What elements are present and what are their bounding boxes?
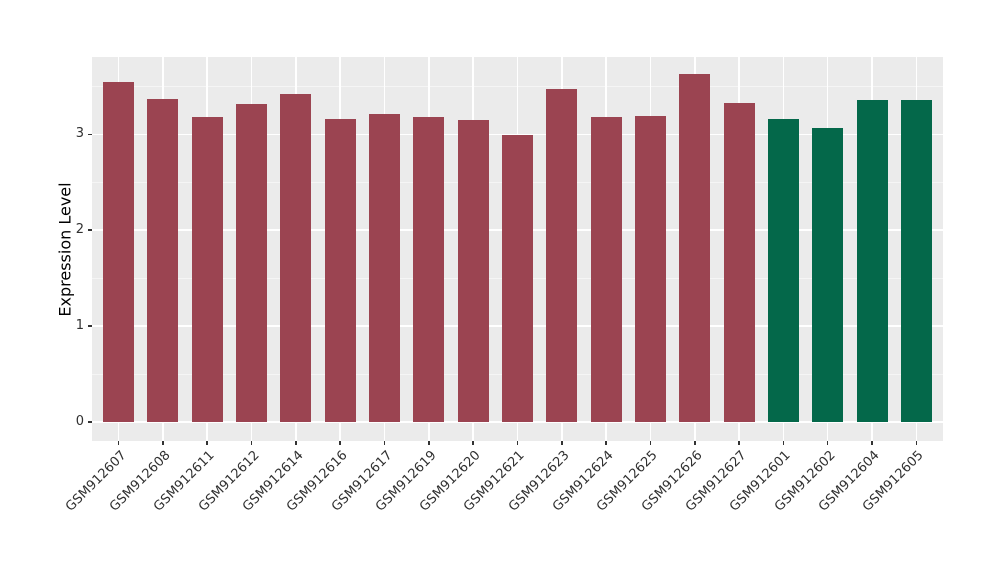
x-tick-mark xyxy=(117,441,120,445)
x-tick-mark xyxy=(428,441,430,445)
y-tick-mark xyxy=(88,229,92,231)
x-tick-mark xyxy=(162,441,164,445)
x-tick-mark xyxy=(738,441,740,445)
y-tick-mark xyxy=(88,133,92,136)
x-tick-mark xyxy=(871,441,873,445)
x-tick-mark xyxy=(250,441,253,445)
x-tick-mark xyxy=(915,441,918,445)
x-tick-mark xyxy=(782,441,785,445)
bar-GSM912616 xyxy=(324,118,356,422)
bar-GSM912602 xyxy=(812,127,844,422)
bar-GSM912612 xyxy=(236,103,268,422)
bar-GSM912619 xyxy=(413,117,445,422)
x-tick-mark xyxy=(206,441,208,445)
bar-GSM912607 xyxy=(103,81,135,422)
y-tick-mark xyxy=(88,421,92,423)
bar-GSM912601 xyxy=(767,118,799,422)
x-tick-mark xyxy=(649,441,652,445)
y-tick-label: 1 xyxy=(75,318,84,334)
y-tick-label: 0 xyxy=(75,414,84,429)
bar-GSM912605 xyxy=(900,99,932,422)
x-tick-mark xyxy=(516,441,519,445)
y-tick-label: 2 xyxy=(75,222,84,238)
bar-GSM912620 xyxy=(457,119,489,422)
bar-GSM912617 xyxy=(369,114,401,422)
bar-GSM912624 xyxy=(590,117,622,422)
bar-GSM912608 xyxy=(147,98,179,422)
bar-GSM912621 xyxy=(501,135,533,422)
x-tick-mark xyxy=(472,441,474,445)
y-tick-label: 3 xyxy=(75,126,84,142)
x-tick-mark xyxy=(826,441,829,445)
x-tick-mark xyxy=(605,441,607,445)
bar-GSM912625 xyxy=(634,116,666,422)
y-axis-title-text: Expression Level xyxy=(55,181,75,317)
x-tick-mark xyxy=(339,441,341,445)
x-tick-mark xyxy=(561,441,563,445)
bar-GSM912611 xyxy=(191,117,223,422)
plot-panel xyxy=(92,57,943,441)
y-tick-mark xyxy=(88,325,92,327)
bar-GSM912627 xyxy=(723,102,755,422)
x-tick-mark xyxy=(694,441,696,445)
x-tick-mark xyxy=(383,441,386,445)
bar-GSM912623 xyxy=(546,89,578,422)
y-axis-title: Expression Level xyxy=(49,57,81,441)
bar-GSM912604 xyxy=(856,99,888,422)
x-tick-mark xyxy=(295,441,297,445)
bar-GSM912614 xyxy=(280,94,312,422)
bar-GSM912626 xyxy=(679,73,711,422)
